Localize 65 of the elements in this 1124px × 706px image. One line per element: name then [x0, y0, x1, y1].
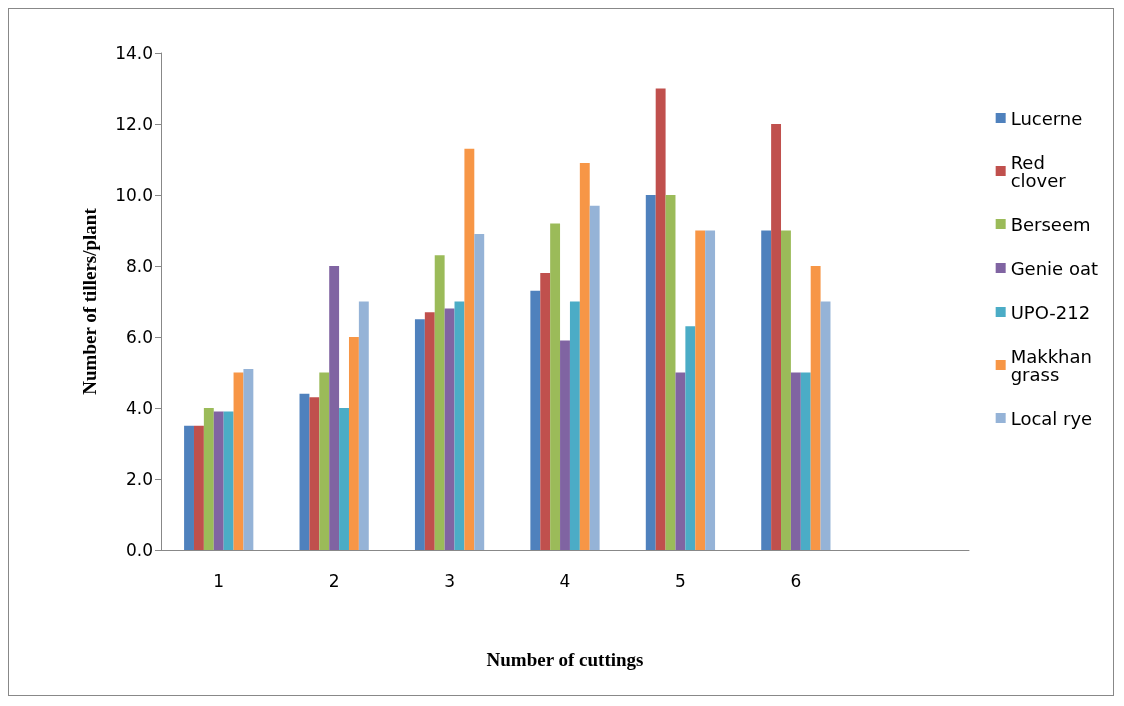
bar: [233, 372, 244, 550]
bar: [569, 301, 580, 550]
bar: [414, 319, 425, 550]
bar: [560, 340, 570, 550]
y-tick-label: 4.0: [125, 398, 153, 418]
bar: [550, 223, 561, 550]
bar: [434, 255, 445, 550]
y-tick-label: 0.0: [125, 540, 153, 560]
x-tick-label: 2: [328, 570, 340, 591]
bar: [655, 88, 666, 550]
bar: [348, 337, 359, 550]
bar: [358, 301, 369, 550]
bar: [589, 205, 600, 550]
bar: [645, 195, 656, 550]
bar: [675, 372, 686, 550]
bar: [243, 368, 254, 550]
bar: [790, 372, 801, 550]
legend-label: Berseem: [1010, 213, 1091, 235]
bar: [530, 290, 541, 550]
bar: [820, 301, 831, 550]
bar: [695, 230, 706, 550]
bar: [685, 326, 696, 550]
bar: [464, 148, 475, 550]
y-tick-label: 8.0: [125, 256, 153, 276]
bar: [329, 266, 340, 550]
legend-label: Genie oat: [1010, 257, 1098, 279]
bar: [309, 397, 320, 550]
x-tick-label: 3: [444, 570, 455, 591]
y-tick-label: 14.0: [115, 43, 153, 63]
bar: [223, 411, 234, 550]
y-tick-label: 10.0: [115, 185, 153, 205]
bar: [319, 372, 330, 550]
legend-label: Makkhan grass: [1010, 345, 1098, 385]
bar: [761, 230, 772, 550]
x-tick-label: 6: [790, 570, 802, 591]
bar: [424, 312, 435, 550]
legend-label: Red clover: [1010, 151, 1067, 191]
bar: [665, 195, 676, 550]
bar: [781, 230, 791, 550]
legend-label: Lucerne: [1010, 107, 1083, 129]
legend-label: UPO-212: [1010, 301, 1091, 323]
bar: [339, 408, 349, 550]
x-tick-label: 5: [675, 570, 686, 591]
bar: [800, 372, 811, 550]
bar: [299, 393, 310, 550]
y-tick-label: 12.0: [115, 114, 153, 134]
bar: [579, 163, 590, 550]
y-axis-title: Number of tillers/plant: [79, 207, 100, 395]
bar: [193, 425, 204, 550]
y-tick-label: 6.0: [125, 327, 153, 347]
x-tick-label: 4: [559, 570, 571, 591]
bar: [474, 234, 485, 550]
bar: [705, 230, 716, 550]
bar: [213, 411, 224, 550]
bar: [810, 266, 821, 550]
bar: [184, 425, 194, 550]
bar: [771, 124, 782, 550]
y-tick-label: 2.0: [125, 469, 153, 489]
bar: [454, 301, 465, 550]
legend-label: Local rye: [1010, 407, 1093, 429]
bar: [203, 408, 214, 550]
x-tick-label: 1: [213, 570, 225, 591]
bar: [540, 273, 551, 550]
bar: [444, 308, 455, 550]
x-axis-title: Number of cuttings: [486, 649, 644, 670]
